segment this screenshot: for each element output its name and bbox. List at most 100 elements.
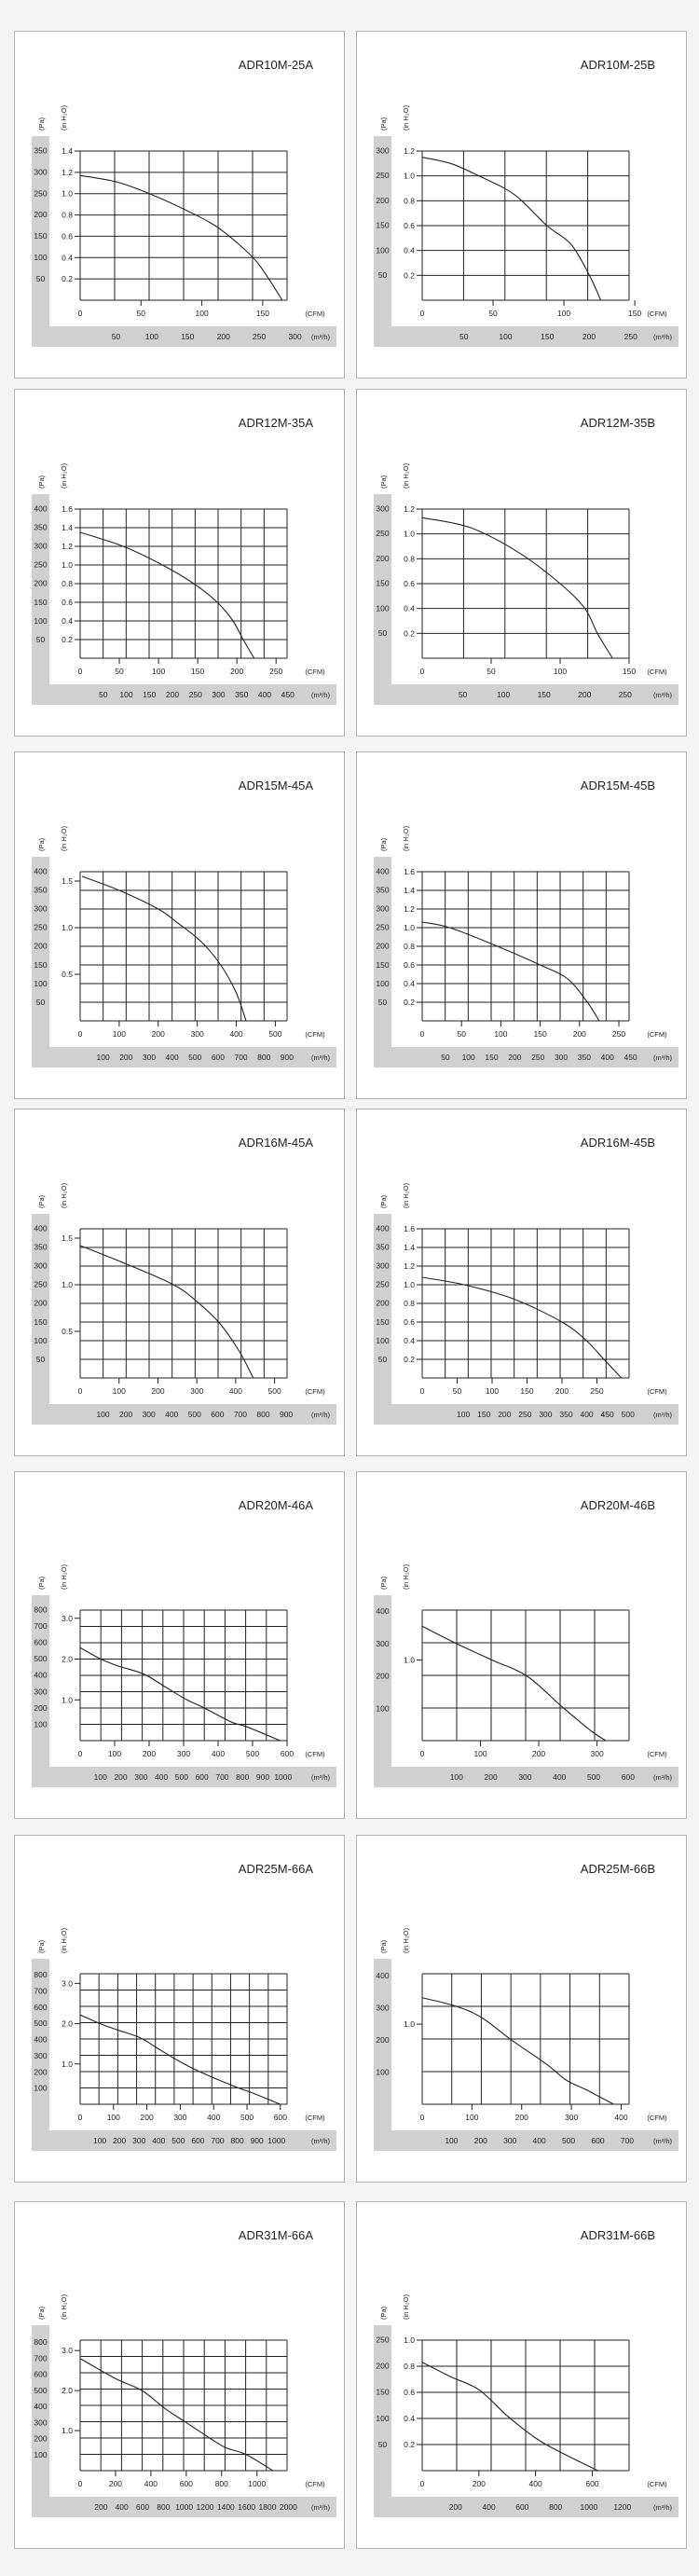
chart-title: ADR12M-35A	[239, 416, 314, 430]
cfm-tick-label: 0	[420, 2479, 425, 2488]
m3h-tick-label: 50	[459, 690, 468, 699]
m3h-tick-label: 500	[175, 1772, 188, 1782]
m3h-axis-band	[391, 2497, 678, 2517]
cfm-tick-label: 0	[78, 1386, 83, 1396]
m3h-tick-label: 200	[113, 2136, 126, 2145]
m3h-tick-label: 150	[143, 690, 156, 699]
pa-tick-label: 200	[376, 942, 389, 951]
fan-curve-chart: ADR16M-45B (Pa) (in H₂O) 0.2 0.4 0.6 0.8 1.0 1.2…	[374, 1136, 678, 1425]
m3h-tick-label: 500	[171, 2136, 185, 2145]
pa-tick-label: 200	[376, 1299, 389, 1308]
pa-tick-label: 350	[376, 885, 389, 894]
cfm-tick-label: 0	[420, 1386, 425, 1396]
m3h-tick-label: 200	[114, 1772, 127, 1782]
pa-axis-band	[32, 1595, 49, 1787]
m3h-axis-band	[391, 684, 678, 705]
inh2o-tick-label: 0.4	[62, 253, 73, 262]
m3h-unit-label: (m³/h)	[311, 1411, 330, 1419]
cfm-tick-label: 500	[240, 2113, 254, 2122]
m3h-tick-label: 150	[538, 690, 551, 699]
chart-title: ADR25M-66A	[239, 1862, 314, 1876]
pa-tick-label: 200	[376, 2362, 389, 2371]
inh2o-tick-label: 0.6	[404, 579, 415, 588]
inh2o-tick-label: 1.0	[62, 2426, 73, 2435]
inh2o-tick-label: 1.0	[62, 1280, 73, 1289]
cfm-tick-label: 200	[109, 2479, 122, 2488]
inh2o-unit-label: (in H₂O)	[60, 825, 68, 851]
pa-axis-band	[374, 2325, 391, 2517]
inh2o-tick-label: 0.8	[404, 554, 415, 563]
inh2o-tick-label: 1.0	[62, 560, 73, 570]
fan-curve-chart: ADR25M-66A (Pa) (in H₂O) 1.0 2.0 3.0 100 200 300…	[32, 1862, 336, 2151]
m3h-unit-label: (m³/h)	[653, 333, 672, 341]
pa-tick-label: 350	[376, 1242, 389, 1251]
pa-tick-label: 100	[34, 2450, 47, 2459]
pa-unit-label: (Pa)	[379, 1194, 388, 1208]
m3h-tick-label: 100	[96, 1410, 109, 1419]
cfm-tick-label: 200	[515, 2113, 528, 2122]
m3h-tick-label: 300	[288, 332, 301, 341]
m3h-axis-band	[391, 1404, 678, 1425]
pressure-flow-curve	[421, 517, 613, 659]
cfm-tick-label: 50	[457, 1029, 466, 1039]
m3h-axis-band	[391, 326, 678, 347]
pa-tick-label: 100	[34, 253, 47, 262]
chart-title: ADR31M-66B	[581, 2228, 655, 2242]
m3h-tick-label: 100	[499, 332, 512, 341]
m3h-tick-label: 250	[518, 1410, 531, 1419]
pa-tick-label: 300	[376, 1639, 389, 1648]
pa-unit-label: (Pa)	[379, 2306, 388, 2320]
m3h-axis-band	[49, 684, 336, 705]
pa-tick-label: 300	[376, 2004, 389, 2013]
fan-curve-chart: ADR10M-25A (Pa) (in H₂O) 0.2 0.4 0.6 0.8 1.0 1.2…	[32, 58, 336, 347]
cfm-tick-label: 250	[590, 1386, 603, 1396]
inh2o-tick-label: 1.0	[404, 1656, 415, 1665]
pressure-flow-curve	[79, 174, 283, 301]
cfm-tick-label: 800	[215, 2479, 228, 2488]
cfm-unit-label: (CFM)	[305, 2480, 325, 2488]
inh2o-tick-label: 1.0	[62, 189, 73, 199]
cfm-tick-label: 100	[107, 2113, 120, 2122]
cfm-tick-label: 200	[141, 2113, 154, 2122]
pa-tick-label: 150	[34, 960, 47, 970]
m3h-unit-label: (m³/h)	[311, 691, 330, 699]
inh2o-unit-label: (in H₂O)	[402, 1182, 410, 1208]
m3h-tick-label: 400	[580, 1410, 593, 1419]
pa-tick-label: 250	[376, 529, 389, 538]
pa-axis-band	[32, 1214, 49, 1425]
inh2o-tick-label: 1.4	[62, 146, 73, 156]
inh2o-tick-label: 0.5	[62, 1327, 73, 1336]
cfm-unit-label: (CFM)	[305, 668, 325, 676]
pa-tick-label: 150	[376, 960, 389, 970]
inh2o-unit-label: (in H₂O)	[402, 104, 410, 131]
pa-unit-label: (Pa)	[37, 837, 46, 851]
cfm-unit-label: (CFM)	[647, 310, 667, 318]
inh2o-tick-label: 1.4	[62, 523, 73, 532]
inh2o-tick-label: 1.2	[404, 904, 415, 914]
pa-tick-label: 500	[34, 1654, 47, 1663]
fan-curve-chart: ADR10M-25B (Pa) (in H₂O) 0.2 0.4 0.6 0.8 1.0 1.2…	[374, 58, 678, 347]
pa-unit-label: (Pa)	[37, 2306, 46, 2320]
pa-tick-label: 200	[376, 2035, 389, 2045]
pa-unit-label: (Pa)	[37, 1939, 46, 1953]
pa-tick-label: 300	[34, 1261, 47, 1271]
m3h-tick-label: 50	[441, 1053, 450, 1062]
pa-tick-label: 400	[376, 1223, 389, 1233]
pa-tick-label: 100	[376, 1336, 389, 1345]
m3h-tick-label: 2000	[280, 2502, 297, 2512]
pa-tick-label: 50	[36, 274, 46, 283]
inh2o-tick-label: 0.4	[404, 979, 415, 988]
pa-tick-label: 600	[34, 2370, 47, 2379]
pa-tick-label: 100	[376, 603, 389, 613]
inh2o-tick-label: 1.5	[62, 1233, 73, 1243]
inh2o-tick-label: 0.4	[404, 604, 415, 613]
cfm-tick-label: 0	[78, 2479, 83, 2488]
m3h-tick-label: 250	[253, 332, 266, 341]
inh2o-tick-label: 0.6	[62, 231, 73, 241]
cfm-unit-label: (CFM)	[647, 668, 667, 676]
pa-axis-band	[32, 494, 49, 705]
cfm-tick-label: 100	[554, 667, 567, 676]
pa-tick-label: 350	[34, 522, 47, 531]
m3h-tick-label: 1200	[613, 2502, 631, 2512]
inh2o-tick-label: 0.6	[404, 2388, 415, 2397]
